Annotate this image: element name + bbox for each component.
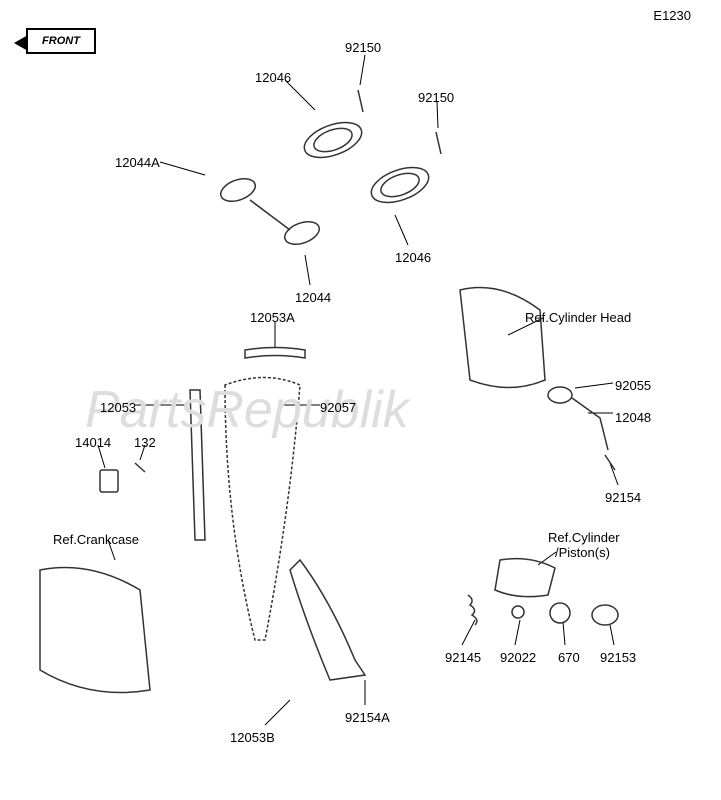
callout-label: 92145 xyxy=(445,650,481,665)
callout-label: 92154 xyxy=(605,490,641,505)
callout-label: 92150 xyxy=(345,40,381,55)
callout-label: 12048 xyxy=(615,410,651,425)
callout-label: 12053A xyxy=(250,310,295,325)
callout-label: 12053B xyxy=(230,730,275,745)
callout-label: 12044A xyxy=(115,155,160,170)
front-label: FRONT xyxy=(42,35,80,47)
diagram-code: E1230 xyxy=(653,8,691,23)
callout-label: 92153 xyxy=(600,650,636,665)
callout-label: Ref.Cylinder Head xyxy=(525,310,631,325)
callout-label: 12044 xyxy=(295,290,331,305)
callout-label: 92154A xyxy=(345,710,390,725)
callout-label: Ref.Crankcase xyxy=(53,532,139,547)
callout-label: 12053 xyxy=(100,400,136,415)
callout-label: 132 xyxy=(134,435,156,450)
callout-label: 92150 xyxy=(418,90,454,105)
callout-label: 670 xyxy=(558,650,580,665)
callout-label: 14014 xyxy=(75,435,111,450)
callout-label: Ref.Cylinder xyxy=(548,530,620,545)
callout-label: 12046 xyxy=(395,250,431,265)
front-direction-badge: FRONT xyxy=(26,28,96,54)
callout-label: 92022 xyxy=(500,650,536,665)
callout-label: /Piston(s) xyxy=(555,545,610,560)
callout-label: 92055 xyxy=(615,378,651,393)
callout-label: 12046 xyxy=(255,70,291,85)
callout-label: 92057 xyxy=(320,400,356,415)
